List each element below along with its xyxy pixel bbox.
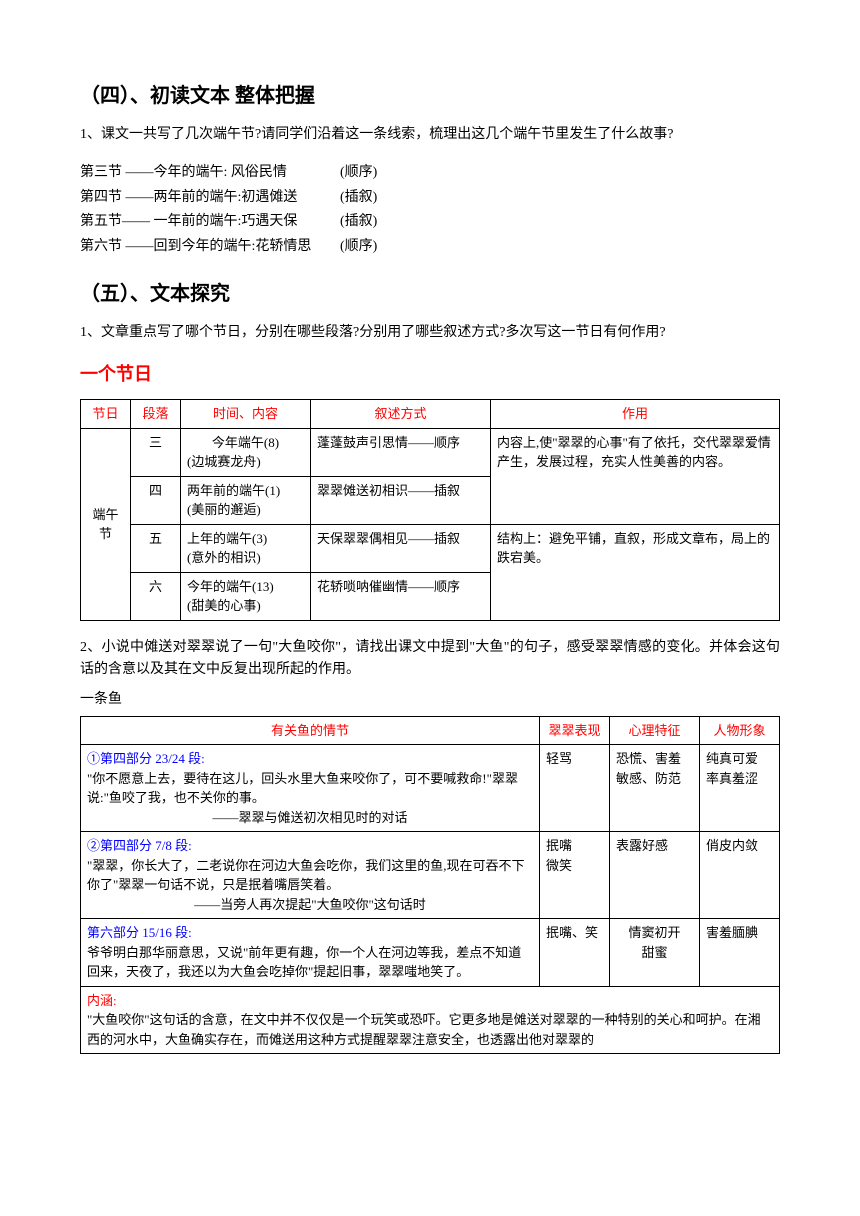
th: 时间、内容 — [181, 400, 311, 429]
section-4-list: 第三节 ——今年的端午: 风俗民情 (顺序) 第四节 ——两年前的端午:初遇傩送… — [80, 162, 780, 258]
image-cell: 俏皮内敛 — [700, 832, 780, 919]
section-5-heading: （五）、文本探究 — [80, 278, 780, 310]
plot-note: ——当旁人再次提起"大鱼咬你"这句话时 — [87, 895, 533, 915]
list-left: 第六节 ——回到今年的端午:花轿情思 — [80, 236, 340, 258]
content-l2: (意外的相识) — [187, 548, 304, 568]
list-right: (顺序) — [340, 162, 440, 184]
plot-text: "翠翠，你长大了，二老说你在河边大鱼会吃你，我们这里的鱼,现在可吞不下你了"翠翠… — [87, 856, 533, 895]
th: 心理特征 — [610, 716, 700, 745]
table-header-row: 节日 段落 时间、内容 叙述方式 作用 — [81, 400, 780, 429]
th: 作用 — [491, 400, 780, 429]
list-row: 第五节—— 一年前的端午:巧遇天保 (插叙) — [80, 211, 780, 233]
image-cell: 害羞腼腆 — [700, 919, 780, 987]
content-cell: 今年端午(8) (边城赛龙舟) — [181, 428, 311, 476]
plot-cell: ①第四部分 23/24 段: "你不愿意上去，要待在这儿，回头水里大鱼来咬你了，… — [81, 745, 540, 832]
table-footer-row: 内涵: "大鱼咬你"这句话的含意，在文中并不仅仅是一个玩笑或恐吓。它更多地是傩送… — [81, 986, 780, 1054]
part-label: ①第四部分 23/24 段: — [87, 749, 533, 769]
list-row: 第六节 ——回到今年的端午:花轿情思 (顺序) — [80, 236, 780, 258]
plot-text: 爷爷明白那华丽意思，又说"前年更有趣，你一个人在河边等我，差点不知道回来，天夜了… — [87, 943, 533, 982]
footer-text: "大鱼咬你"这句话的含意，在文中并不仅仅是一个玩笑或恐吓。它更多地是傩送对翠翠的… — [87, 1010, 773, 1049]
list-right: (插叙) — [340, 187, 440, 209]
th: 段落 — [131, 400, 181, 429]
table-row: 端午节 三 今年端午(8) (边城赛龙舟) 蓬蓬鼓声引思情——顺序 内容上,使"… — [81, 428, 780, 476]
table-fish: 有关鱼的情节 翠翠表现 心理特征 人物形象 ①第四部分 23/24 段: "你不… — [80, 716, 780, 1055]
plot-cell: ②第四部分 7/8 段: "翠翠，你长大了，二老说你在河边大鱼会吃你，我们这里的… — [81, 832, 540, 919]
table-row: ②第四部分 7/8 段: "翠翠，你长大了，二老说你在河边大鱼会吃你，我们这里的… — [81, 832, 780, 919]
list-right: (插叙) — [340, 211, 440, 233]
image-cell: 纯真可爱 率真羞涩 — [700, 745, 780, 832]
method-cell: 天保翠翠偶相见——插叙 — [311, 524, 491, 572]
content-cell: 上年的端午(3) (意外的相识) — [181, 524, 311, 572]
section-5-q1: 1、文章重点写了哪个节日，分别在哪些段落?分别用了哪些叙述方式?多次写这一节日有… — [80, 322, 780, 344]
method-cell: 花轿唢呐催幽情——顺序 — [311, 572, 491, 620]
psych-cell: 表露好感 — [610, 832, 700, 919]
list-row: 第四节 ——两年前的端午:初遇傩送 (插叙) — [80, 187, 780, 209]
plot-note: ——翠翠与傩送初次相见时的对话 — [87, 808, 533, 828]
content-l1: 今年端午(8) — [187, 433, 304, 453]
th: 有关鱼的情节 — [81, 716, 540, 745]
content-l2: (边城赛龙舟) — [187, 452, 304, 472]
seg-cell: 四 — [131, 476, 181, 524]
behavior-cell: 抿嘴、笑 — [540, 919, 610, 987]
th: 节日 — [81, 400, 131, 429]
psych-cell: 恐慌、害羞 敏感、防范 — [610, 745, 700, 832]
sub1: 一个节日 — [80, 360, 780, 389]
content-l1: 两年前的端午(1) — [187, 481, 304, 501]
list-left: 第五节—— 一年前的端午:巧遇天保 — [80, 211, 340, 233]
part-label: ②第四部分 7/8 段: — [87, 836, 533, 856]
table-header-row: 有关鱼的情节 翠翠表现 心理特征 人物形象 — [81, 716, 780, 745]
table-row: 五 上年的端午(3) (意外的相识) 天保翠翠偶相见——插叙 结构上：避免平铺，… — [81, 524, 780, 572]
effect-cell: 内容上,使"翠翠的心事"有了依托，交代翠翠爱情产生，发展过程，充实人性美善的内容… — [491, 428, 780, 524]
th: 叙述方式 — [311, 400, 491, 429]
plot-text: "你不愿意上去，要待在这儿，回头水里大鱼来咬你了，可不要喊救命!"翠翠说:"鱼咬… — [87, 769, 533, 808]
content-cell: 两年前的端午(1) (美丽的邂逅) — [181, 476, 311, 524]
footer-label: 内涵: — [87, 991, 773, 1011]
list-left: 第四节 ——两年前的端午:初遇傩送 — [80, 187, 340, 209]
table-row: ①第四部分 23/24 段: "你不愿意上去，要待在这儿，回头水里大鱼来咬你了，… — [81, 745, 780, 832]
content-l1: 上年的端午(3) — [187, 529, 304, 549]
part-label: 第六部分 15/16 段: — [87, 923, 533, 943]
behavior-cell: 轻骂 — [540, 745, 610, 832]
footer-cell: 内涵: "大鱼咬你"这句话的含意，在文中并不仅仅是一个玩笑或恐吓。它更多地是傩送… — [81, 986, 780, 1054]
content-l2: (美丽的邂逅) — [187, 500, 304, 520]
section-5-q2: 2、小说中傩送对翠翠说了一句"大鱼咬你"，请找出课文中提到"大鱼"的句子，感受翠… — [80, 637, 780, 682]
table-festival: 节日 段落 时间、内容 叙述方式 作用 端午节 三 今年端午(8) (边城赛龙舟… — [80, 399, 780, 621]
th: 人物形象 — [700, 716, 780, 745]
effect-cell: 结构上：避免平铺，直叙，形成文章布，局上的跌宕美。 — [491, 524, 780, 620]
section-4-q1: 1、课文一共写了几次端午节?请同学们沿着这一条线索，梳理出这几个端午节里发生了什… — [80, 124, 780, 146]
list-row: 第三节 ——今年的端午: 风俗民情 (顺序) — [80, 162, 780, 184]
seg-cell: 五 — [131, 524, 181, 572]
festival-cell: 端午节 — [81, 428, 131, 620]
list-right: (顺序) — [340, 236, 440, 258]
list-left: 第三节 ——今年的端午: 风俗民情 — [80, 162, 340, 184]
plot-cell: 第六部分 15/16 段: 爷爷明白那华丽意思，又说"前年更有趣，你一个人在河边… — [81, 919, 540, 987]
seg-cell: 三 — [131, 428, 181, 476]
method-cell: 翠翠傩送初相识——插叙 — [311, 476, 491, 524]
table-row: 第六部分 15/16 段: 爷爷明白那华丽意思，又说"前年更有趣，你一个人在河边… — [81, 919, 780, 987]
section-4-heading: （四）、初读文本 整体把握 — [80, 80, 780, 112]
sub2: 一条鱼 — [80, 689, 780, 711]
seg-cell: 六 — [131, 572, 181, 620]
content-l2: (甜美的心事) — [187, 596, 304, 616]
psych-cell: 情窦初开 甜蜜 — [610, 919, 700, 987]
method-cell: 蓬蓬鼓声引思情——顺序 — [311, 428, 491, 476]
th: 翠翠表现 — [540, 716, 610, 745]
content-l1: 今年的端午(13) — [187, 577, 304, 597]
behavior-cell: 抿嘴 微笑 — [540, 832, 610, 919]
content-cell: 今年的端午(13) (甜美的心事) — [181, 572, 311, 620]
